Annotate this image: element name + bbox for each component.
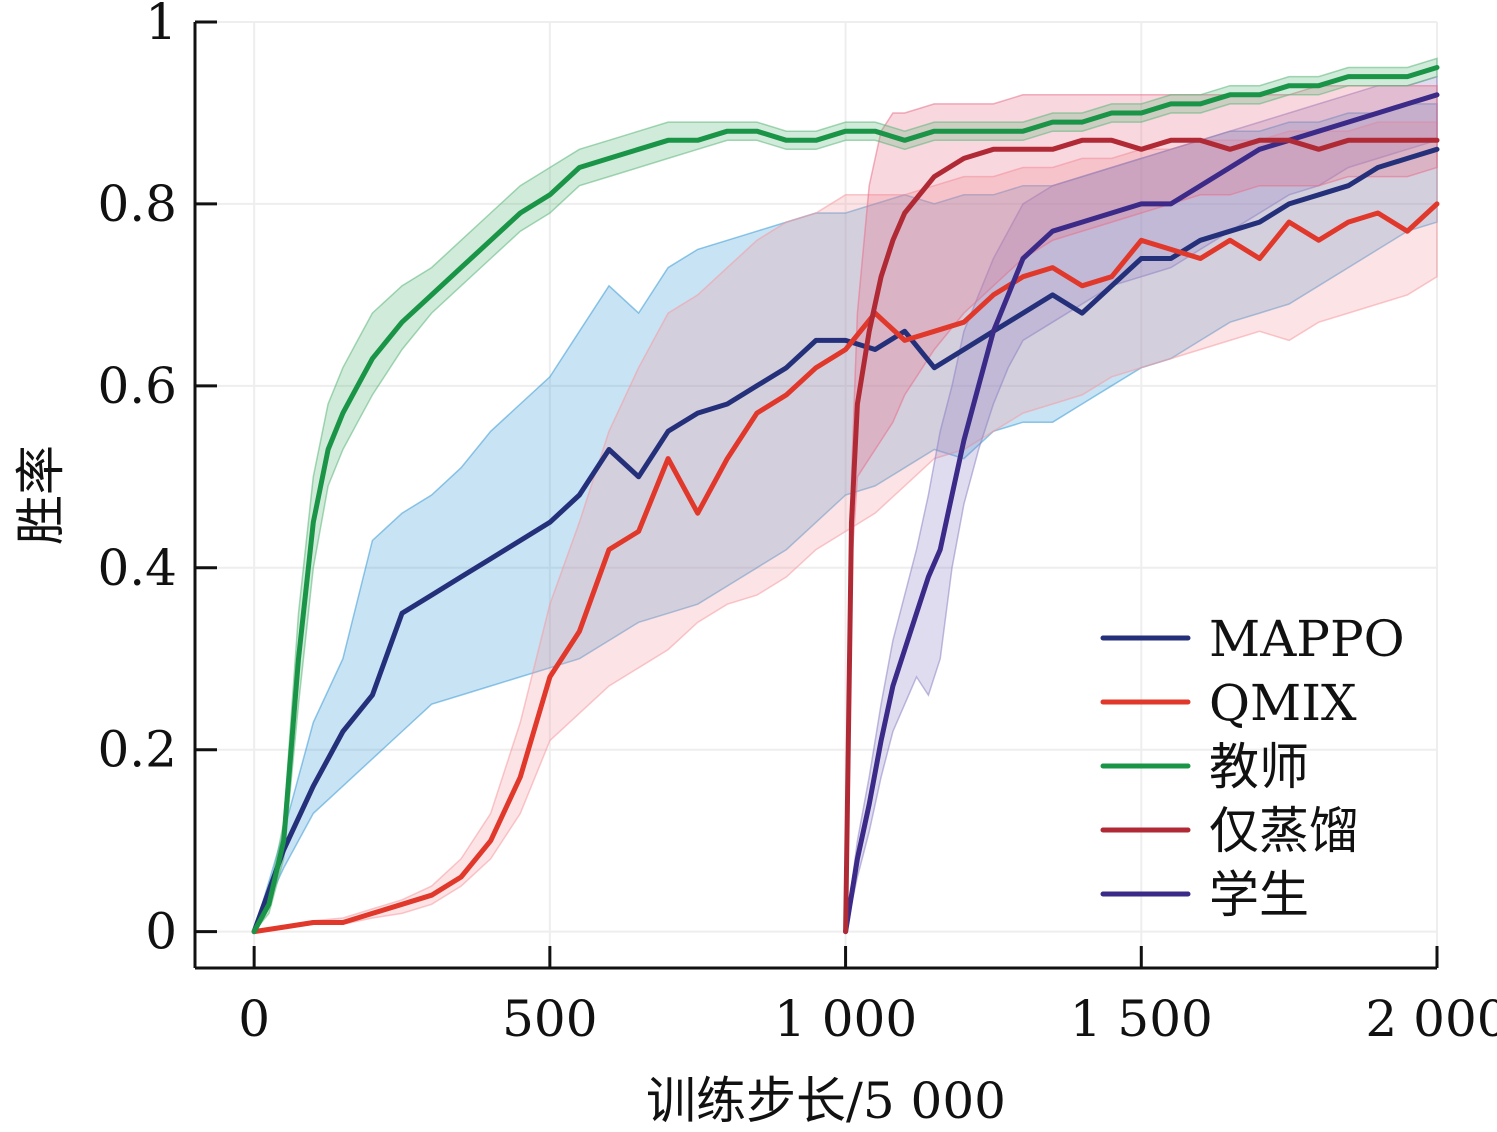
y-axis-ticks: 0 0.2 0.4 0.6 0.8 1: [97, 0, 217, 961]
line-qmix: [251, 201, 1440, 935]
band-qmix: [253, 121, 1438, 933]
legend-label: 教师: [1209, 738, 1309, 796]
x-tick-label: 2 000: [1365, 990, 1497, 1048]
x-axis-ticks: 0 500 1 000 1 500 2 000: [238, 946, 1497, 1048]
y-tick-label: 0.8: [97, 175, 177, 233]
x-tick-label: 1 000: [774, 990, 917, 1048]
x-axis-title: 训练步长/5 000: [646, 1072, 1006, 1130]
line-teacher: [251, 65, 1440, 935]
y-tick-label: 0.2: [97, 721, 177, 779]
legend-label: 学生: [1209, 866, 1309, 924]
y-tick-label: 0.4: [97, 539, 177, 597]
series-lines: [251, 65, 1440, 935]
legend-label: MAPPO: [1209, 610, 1405, 668]
y-tick-label: 1: [145, 0, 177, 51]
line-mappo: [251, 146, 1440, 935]
x-tick-label: 0: [238, 990, 270, 1048]
x-tick-label: 1 500: [1070, 990, 1213, 1048]
grid-lines: [195, 21, 1438, 968]
y-axis-title: 胜率: [12, 445, 70, 545]
line-student: [843, 92, 1440, 935]
y-tick-label: 0.6: [97, 357, 177, 415]
line-distill-only: [843, 137, 1440, 935]
axes: [193, 22, 1437, 970]
y-tick-label: 0: [145, 903, 177, 961]
x-tick-label: 500: [502, 990, 597, 1048]
legend-label: QMIX: [1209, 674, 1357, 732]
legend-label: 仅蒸馏: [1209, 802, 1359, 860]
